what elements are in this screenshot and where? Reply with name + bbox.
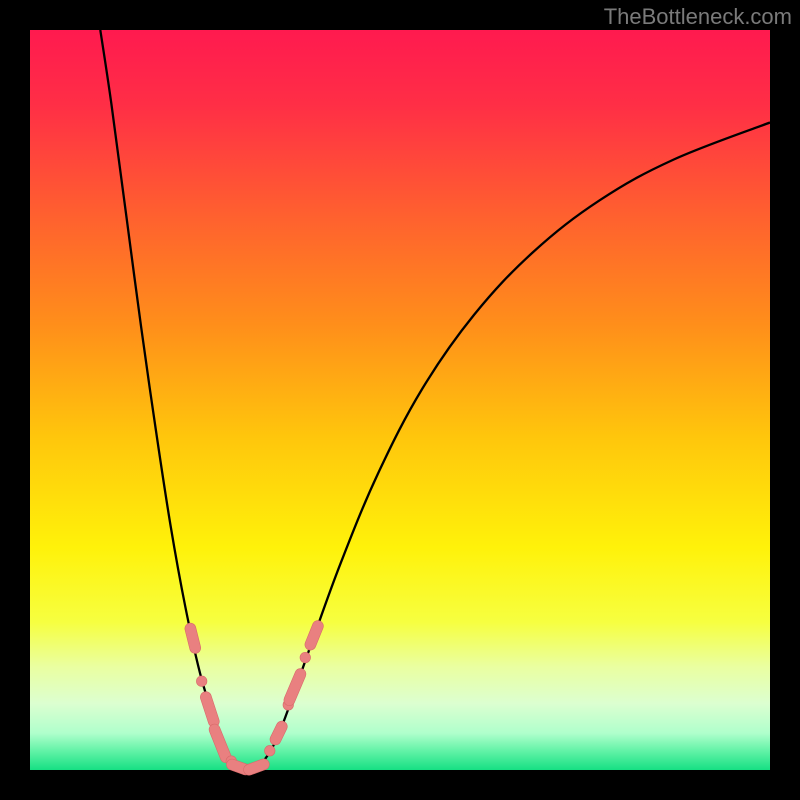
watermark-text: TheBottleneck.com [604, 4, 792, 30]
plot-area [30, 30, 770, 770]
curve-marker [268, 719, 289, 747]
curve-marker [196, 676, 207, 687]
curve-marker [242, 757, 271, 776]
curve-marker [282, 667, 308, 708]
chart-frame: TheBottleneck.com [0, 0, 800, 800]
curve-marker [303, 619, 325, 652]
marker-layer [30, 30, 770, 770]
curve-marker [199, 690, 221, 728]
curve-marker [300, 652, 311, 663]
curve-marker [184, 622, 202, 655]
curve-marker [264, 745, 275, 756]
